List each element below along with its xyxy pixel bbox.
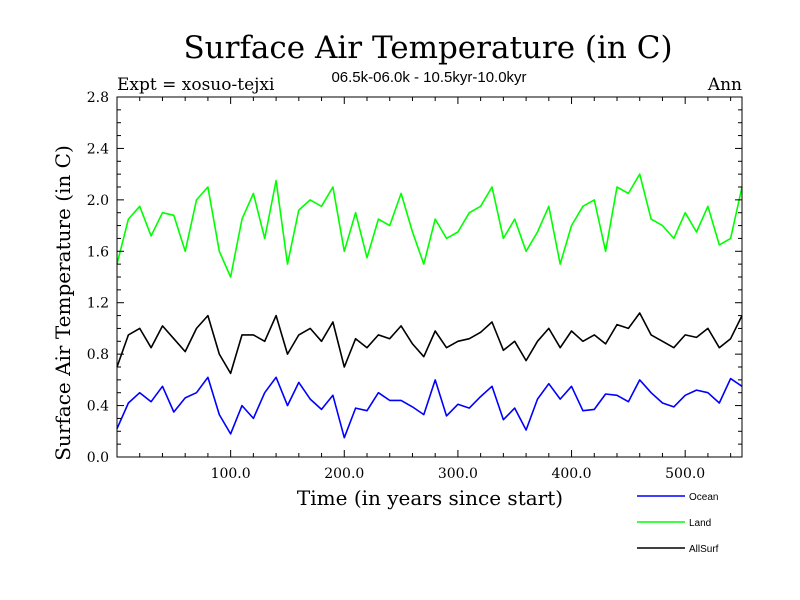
plot-frame <box>116 96 743 458</box>
x-tick-label: 300.0 <box>438 466 478 482</box>
axes-layer: 0.0 0.4 0.8 1.2 1.6 2.0 2.4 2.8 100.0 200.0 300.0 4… <box>87 90 743 482</box>
x-tick-label: 500.0 <box>665 466 705 482</box>
legend: Ocean Land AllSurf <box>637 492 719 555</box>
y-tick-label: 0.8 <box>87 347 109 363</box>
experiment-label: Expt = xosuo-tejxi <box>117 75 275 95</box>
x-tick-label: 400.0 <box>551 466 591 482</box>
y-tick-label: 1.6 <box>87 244 109 260</box>
y-axis-label: Surface Air Temperature (in C) <box>51 145 75 461</box>
series-line-land <box>116 173 743 278</box>
series-line-allsurf <box>116 312 743 375</box>
x-axis-label: Time (in years since start) <box>297 486 563 510</box>
series-layer <box>116 173 743 439</box>
y-tick-label: 0.4 <box>87 399 109 415</box>
y-tick-label: 0.0 <box>87 450 109 466</box>
legend-label-ocean: Ocean <box>689 492 718 503</box>
y-tick-label: 1.2 <box>87 296 109 312</box>
x-tick-label: 200.0 <box>324 466 364 482</box>
chart-subtitle: 06.5k-06.0k - 10.5kyr-10.0kyr <box>331 69 526 86</box>
x-tick-label: 100.0 <box>211 466 251 482</box>
y-tick-label: 2.4 <box>87 141 109 157</box>
season-label: Ann <box>707 75 742 95</box>
chart-title: Surface Air Temperature (in C) <box>183 30 672 66</box>
y-tick-label: 2.0 <box>87 193 109 209</box>
series-line-ocean <box>116 376 743 439</box>
y-tick-label: 2.8 <box>87 90 109 106</box>
legend-label-allsurf: AllSurf <box>689 544 719 555</box>
legend-label-land: Land <box>689 518 711 529</box>
